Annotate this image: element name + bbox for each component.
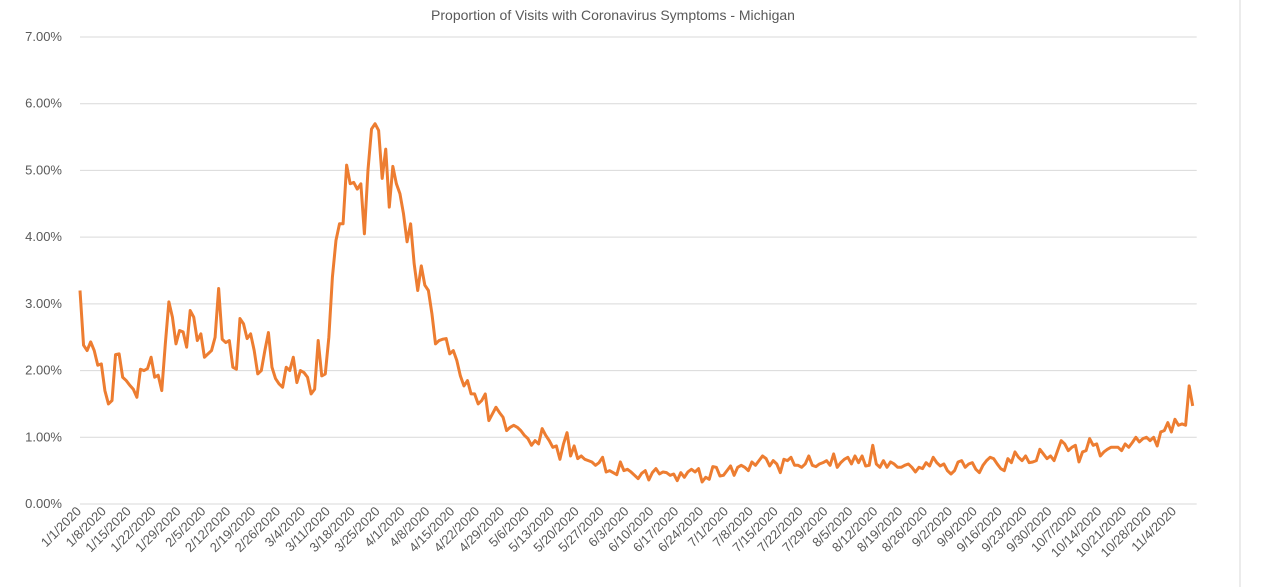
y-tick-label: 6.00% [25,96,62,111]
y-tick-label: 3.00% [25,296,62,311]
y-tick-label: 2.00% [25,363,62,378]
y-tick-label: 5.00% [25,162,62,177]
y-tick-label: 1.00% [25,429,62,444]
y-tick-label: 4.00% [25,229,62,244]
data-line [78,122,1195,484]
chart-title: Proportion of Visits with Coronavirus Sy… [431,7,795,23]
y-tick-label: 0.00% [25,496,62,511]
y-tick-label: 7.00% [25,29,62,44]
